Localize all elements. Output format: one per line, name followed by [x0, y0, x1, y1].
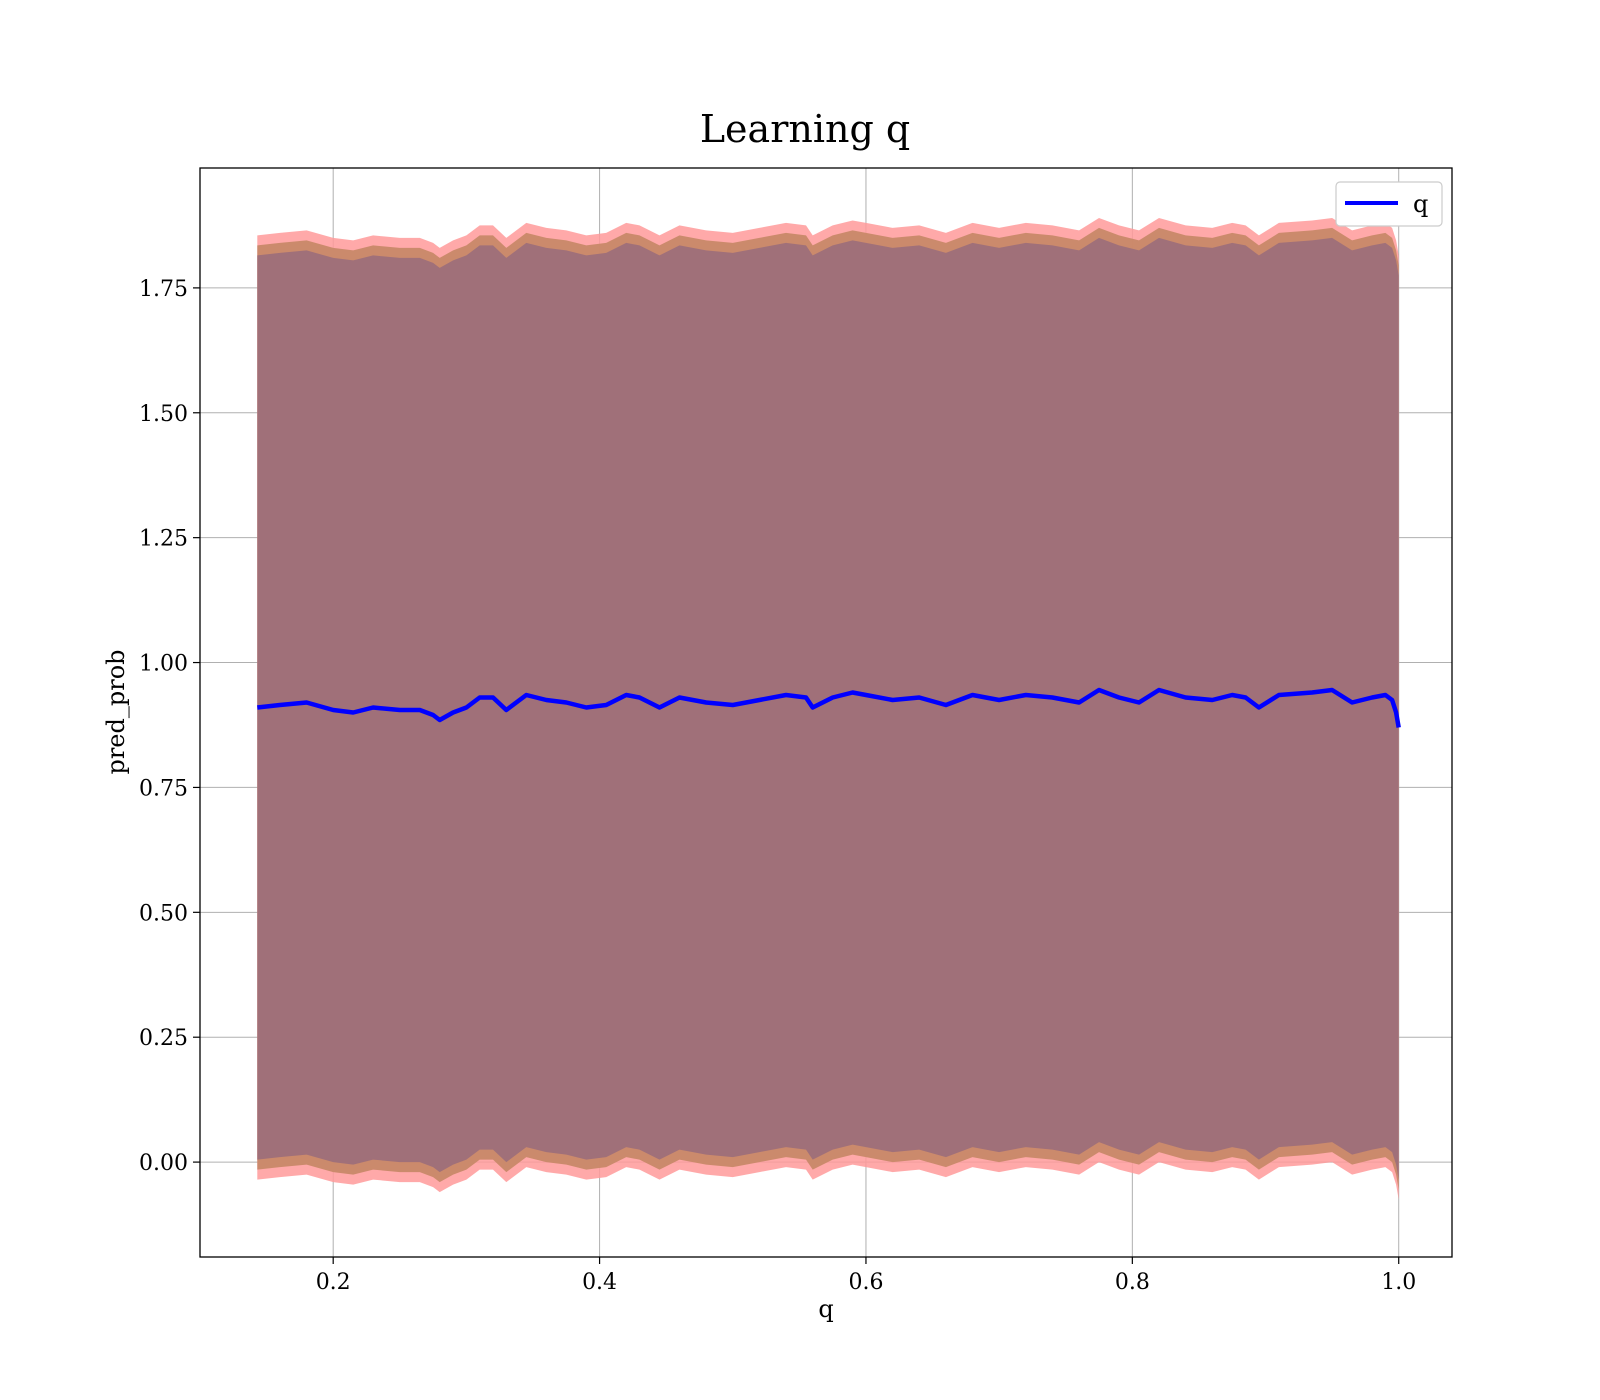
plot-area — [200, 168, 1452, 1257]
y-tick-label-1: 0.25 — [139, 1026, 188, 1051]
y-tick-label-3: 0.75 — [139, 776, 188, 801]
series-line-q — [257, 687, 1401, 728]
axis-ticks: 0.2 0.4 0.6 0.8 1.0 0.00 0.25 0.50 0.75 1.00 1.25 1… — [139, 277, 1416, 1295]
confidence-band-inner — [257, 237, 1399, 1180]
y-axis-label: pred_prob — [102, 649, 130, 774]
y-tick-label-0: 0.00 — [139, 1151, 188, 1176]
plot-frame — [199, 167, 1453, 1258]
y-tick-label-6: 1.50 — [139, 402, 188, 427]
legend: q — [1335, 181, 1443, 227]
x-tick-label-2: 0.6 — [848, 1270, 883, 1295]
y-tick-label-5: 1.25 — [139, 527, 188, 552]
chart-title: Learning q — [700, 107, 910, 151]
x-tick-label-0: 0.2 — [316, 1270, 351, 1295]
x-tick-label-1: 0.4 — [582, 1270, 617, 1295]
y-tick-label-2: 0.50 — [139, 901, 188, 926]
x-tick-label-3: 0.8 — [1115, 1270, 1150, 1295]
x-tick-label-4: 1.0 — [1381, 1270, 1416, 1295]
x-axis-label: q — [818, 1295, 833, 1323]
y-tick-label-4: 1.00 — [139, 652, 188, 677]
legend-entry-q: q — [1413, 190, 1428, 218]
y-tick-label-7: 1.75 — [139, 277, 188, 302]
